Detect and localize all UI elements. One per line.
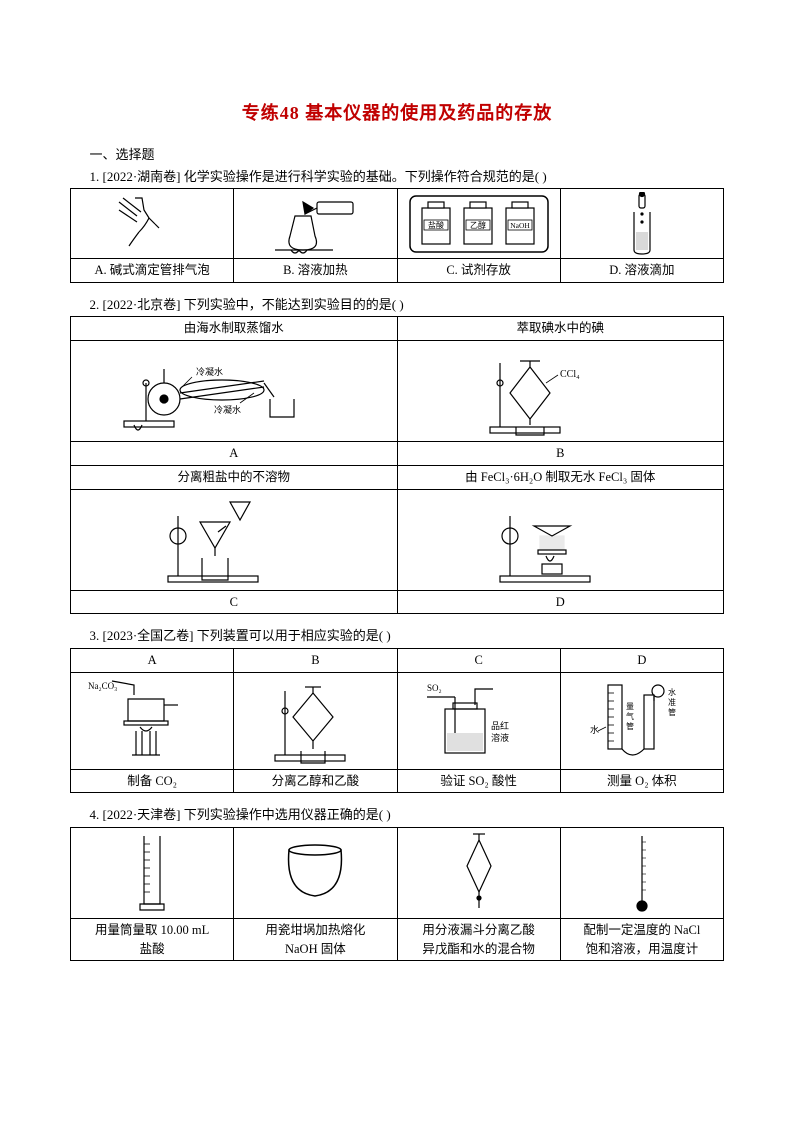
q4-label-B: 用瓷坩埚加热熔化NaOH 固体 [234, 918, 397, 961]
q4-img-B [234, 827, 397, 918]
q2-label-C: C [71, 590, 398, 614]
q1-label-D: D. 溶液滴加 [560, 259, 723, 283]
question-3-stem: 3. [2023·全国乙卷] 下列装置可以用于相应实验的是( ) [70, 626, 724, 646]
question-4-stem: 4. [2022·天津卷] 下列实验操作中选用仪器正确的是( ) [70, 805, 724, 825]
svg-text:NaOH: NaOH [510, 221, 530, 230]
q1-label-C: C. 试剂存放 [397, 259, 560, 283]
q1-label-A: A. 碱式滴定管排气泡 [71, 259, 234, 283]
svg-text:Na₂CO₃: Na₂CO₃ [88, 681, 117, 691]
q3-label-B: 分离乙醇和乙酸 [234, 769, 397, 793]
q1-img-C: 盐酸 乙醇 NaOH [397, 189, 560, 259]
svg-text:冷凝水: 冷凝水 [214, 404, 241, 415]
svg-text:管: 管 [626, 721, 634, 731]
svg-text:水: 水 [590, 724, 599, 735]
q3-head-A: A [71, 648, 234, 672]
q2-img-C [71, 489, 398, 590]
q2-head-C: 分离粗盐中的不溶物 [71, 465, 398, 489]
question-2-table: 由海水制取蒸馏水 萃取碘水中的碘 [70, 316, 724, 614]
svg-text:水: 水 [668, 687, 676, 697]
q3-head-C: C [397, 648, 560, 672]
q4-img-C [397, 827, 560, 918]
q2-head-D: 由 FeCl₃·6H₂O 制取无水 FeCl₃ 固体 [397, 465, 724, 489]
q3-img-A: Na₂CO₃ [71, 672, 234, 769]
svg-text:盐酸: 盐酸 [428, 220, 444, 230]
q3-label-A: 制备 CO₂ [71, 769, 234, 793]
q2-label-B: B [397, 442, 724, 466]
q2-label-A: A [71, 442, 398, 466]
q4-label-C: 用分液漏斗分离乙酸异戊酯和水的混合物 [397, 918, 560, 961]
question-2-stem: 2. [2022·北京卷] 下列实验中，不能达到实验目的的是( ) [70, 295, 724, 315]
q2-head-A: 由海水制取蒸馏水 [71, 317, 398, 341]
q3-head-B: B [234, 648, 397, 672]
svg-text:量: 量 [626, 702, 634, 711]
svg-text:SO₂: SO₂ [427, 683, 442, 693]
svg-text:乙醇: 乙醇 [470, 220, 486, 230]
svg-text:管: 管 [668, 707, 676, 717]
svg-text:冷凝水: 冷凝水 [196, 366, 223, 377]
q3-img-D: 量 气 管 水 准 管 水 [560, 672, 723, 769]
q4-label-D: 配制一定温度的 NaCl饱和溶液，用温度计 [560, 918, 723, 961]
q1-label-B: B. 溶液加热 [234, 259, 397, 283]
svg-text:溶液: 溶液 [491, 732, 509, 743]
q4-img-D [560, 827, 723, 918]
q4-label-A: 用量筒量取 10.00 mL盐酸 [71, 918, 234, 961]
question-1-table: 盐酸 乙醇 NaOH [70, 188, 724, 283]
question-3-table: A B C D Na₂CO₃ [70, 648, 724, 794]
q3-label-C: 验证 SO₂ 酸性 [397, 769, 560, 793]
svg-text:CCl₄: CCl₄ [560, 369, 580, 380]
q3-label-D: 测量 O₂ 体积 [560, 769, 723, 793]
question-4-table: 用量筒量取 10.00 mL盐酸 用瓷坩埚加热熔化NaOH 固体 用分液漏斗分离… [70, 827, 724, 962]
q1-img-B [234, 189, 397, 259]
q3-head-D: D [560, 648, 723, 672]
q3-img-B [234, 672, 397, 769]
q2-img-D [397, 489, 724, 590]
svg-text:气: 气 [626, 711, 634, 721]
q2-label-D: D [397, 590, 724, 614]
section-heading: 一、选择题 [70, 145, 724, 165]
page-title: 专练48 基本仪器的使用及药品的存放 [70, 100, 724, 127]
svg-text:准: 准 [668, 697, 676, 707]
question-1-stem: 1. [2022·湖南卷] 化学实验操作是进行科学实验的基础。下列操作符合规范的… [70, 167, 724, 187]
svg-text:品红: 品红 [491, 720, 509, 731]
q2-img-B: CCl₄ [397, 341, 724, 442]
q2-img-A: 冷凝水 冷凝水 [71, 341, 398, 442]
q1-img-A [71, 189, 234, 259]
q2-head-B: 萃取碘水中的碘 [397, 317, 724, 341]
q1-img-D [560, 189, 723, 259]
q3-img-C: SO₂ 品红 溶液 [397, 672, 560, 769]
q4-img-A [71, 827, 234, 918]
